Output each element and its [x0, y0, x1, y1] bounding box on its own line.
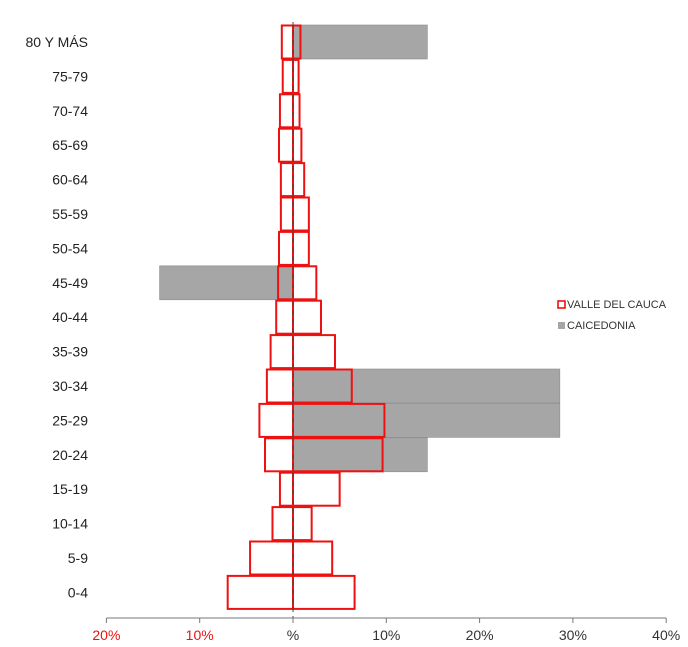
valle-bar-right-7	[292, 334, 336, 370]
category-label-7: 35-39	[52, 344, 88, 360]
caicedonia-bar-right-16	[292, 24, 428, 60]
valle-bar-left-0	[226, 574, 294, 610]
valle-bar-right-8	[292, 299, 322, 335]
valle-bar-left-8	[275, 299, 294, 335]
valle-bar-left-11	[279, 196, 295, 232]
x-tick-label-6: 40%	[652, 627, 680, 643]
valle-bar-right-2	[292, 506, 313, 542]
valle-del-cauca-bars	[226, 24, 386, 610]
valle-bar-left-10	[278, 230, 295, 266]
valle-bar-left-16	[280, 24, 294, 60]
legend-label-caicedonia: CAICEDONIA	[567, 320, 636, 332]
category-labels: 0-4 5-9 10-14 15-19 20-24 25-29 30-34 35-39 40-4…	[25, 34, 88, 600]
legend: VALLE DEL CAUCA CAICEDONIA	[557, 299, 667, 332]
valle-bar-left-2	[271, 506, 294, 542]
valle-bar-right-14	[292, 93, 301, 129]
valle-bar-left-3	[278, 471, 294, 507]
category-label-0: 0-4	[68, 584, 88, 600]
valle-bar-right-9	[292, 265, 318, 301]
valle-bar-right-10	[292, 230, 310, 266]
category-label-15: 75-79	[52, 68, 88, 84]
valle-bar-left-15	[281, 58, 294, 94]
valle-bar-left-6	[265, 368, 295, 404]
legend-swatch-valle	[557, 300, 566, 309]
category-label-3: 15-19	[52, 481, 88, 497]
valle-bar-right-13	[292, 127, 303, 163]
x-axis-ticks: 20% 10%% 10% 20% 30% 40%	[92, 618, 680, 643]
valle-bar-left-1	[249, 540, 294, 576]
category-label-5: 25-29	[52, 412, 88, 428]
category-label-4: 20-24	[52, 447, 88, 463]
caicedonia-bar-right-6	[292, 368, 561, 404]
x-tick-label-3: 10%	[372, 627, 400, 643]
x-tick-label-1: 10%	[186, 627, 214, 643]
category-label-8: 40-44	[52, 309, 88, 325]
category-label-14: 70-74	[52, 103, 88, 119]
category-label-16: 80 Y MÁS	[25, 34, 88, 50]
valle-bar-left-12	[279, 162, 295, 198]
category-label-12: 60-64	[52, 172, 88, 188]
x-tick-label-4: 20%	[466, 627, 494, 643]
valle-bar-right-12	[292, 162, 306, 198]
valle-bar-right-11	[292, 196, 310, 232]
x-tick-label-0: 20%	[92, 627, 120, 643]
category-label-11: 55-59	[52, 206, 88, 222]
category-label-9: 45-49	[52, 275, 88, 291]
valle-bar-left-14	[278, 93, 294, 129]
valle-bar-right-0	[292, 574, 356, 610]
caicedonia-bar-right-5	[292, 403, 561, 438]
category-label-10: 50-54	[52, 240, 88, 256]
caicedonia-bar-left-9	[159, 265, 294, 301]
category-label-1: 5-9	[68, 550, 88, 566]
valle-bar-right-1	[292, 540, 334, 576]
category-label-13: 65-69	[52, 137, 88, 153]
valle-bar-right-3	[292, 471, 341, 507]
legend-swatch-caicedonia	[558, 322, 565, 329]
valle-bar-right-15	[292, 58, 300, 94]
category-label-2: 10-14	[52, 516, 88, 532]
caicedonia-bars	[159, 24, 561, 473]
caicedonia-bar-right-4	[292, 437, 428, 473]
valle-bar-left-4	[264, 437, 295, 473]
valle-bar-left-7	[269, 334, 295, 370]
x-tick-label-5: 30%	[559, 627, 587, 643]
valle-bar-left-13	[278, 127, 295, 163]
legend-label-valle: VALLE DEL CAUCA	[567, 299, 667, 311]
x-tick-label-2: %	[287, 627, 299, 643]
category-label-6: 30-34	[52, 378, 88, 394]
valle-bar-left-5	[258, 402, 294, 438]
